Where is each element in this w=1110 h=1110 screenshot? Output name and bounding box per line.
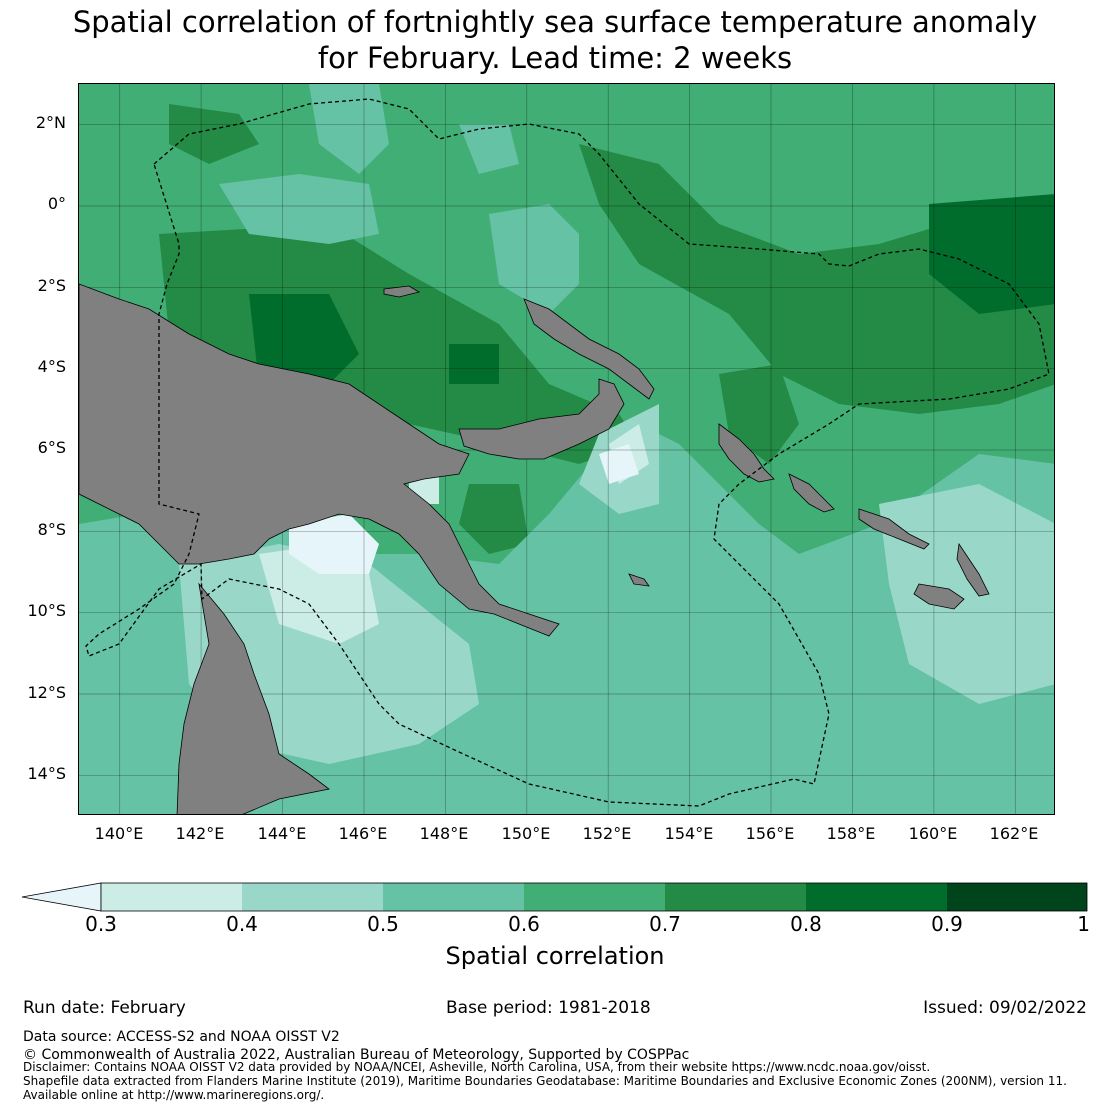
colorbar-bin-0-7: [665, 883, 806, 911]
chart-title: Spatial correlation of fortnightly sea s…: [0, 4, 1110, 76]
ytick-14s: 14°S: [27, 764, 66, 783]
colorbar-outline: [100, 882, 1088, 912]
ytick-10s: 10°S: [27, 601, 66, 620]
land-new-britain: [458, 378, 625, 460]
cbar-tick-0-6: 0.6: [508, 912, 540, 936]
title-line-2: for February. Lead time: 2 weeks: [317, 41, 793, 75]
copyright: © Commonwealth of Australia 2022, Austra…: [23, 1047, 690, 1063]
cbar-tick-0-9: 0.9: [931, 912, 963, 936]
colorbar: [21, 882, 1088, 912]
map-canvas: [79, 84, 1054, 814]
disclaimer: Disclaimer: Contains NOAA OISST V2 data …: [23, 1060, 931, 1074]
eez-png: [85, 98, 1050, 807]
xtick-152e: 152°E: [582, 824, 632, 843]
land-solomons-2: [858, 508, 930, 550]
land: [79, 283, 990, 814]
colorbar-bin-0-5: [383, 883, 524, 911]
availability: Available online at http://www.marinereg…: [23, 1088, 325, 1102]
colorbar-bin-0-6: [524, 883, 665, 911]
field-under: [289, 444, 639, 574]
base-period: Base period: 1981-2018: [446, 998, 651, 1018]
cbar-tick-0-8: 0.8: [790, 912, 822, 936]
xtick-140e: 140°E: [94, 824, 144, 843]
land-solomons-3: [956, 542, 990, 597]
eez-boundaries: [85, 98, 1050, 807]
ytick-0: 0°: [47, 194, 66, 213]
land-cape-york: [176, 582, 330, 814]
colorbar-bin-0-3: [101, 883, 242, 911]
ytick-4s: 4°S: [37, 357, 66, 376]
cbar-tick-0-5: 0.5: [367, 912, 399, 936]
ytick-12s: 12°S: [27, 683, 66, 702]
correlation-map: [78, 83, 1055, 815]
xtick-160e: 160°E: [908, 824, 958, 843]
land-guadalcanal: [913, 583, 965, 610]
land-manus: [383, 285, 421, 298]
land-solomons-1: [788, 473, 835, 513]
colorbar-bin-0-8: [806, 883, 947, 911]
colorbar-under-arrow: [21, 882, 102, 912]
land-louisiade: [628, 573, 650, 587]
cbar-tick-0-3: 0.3: [85, 912, 117, 936]
xtick-146e: 146°E: [338, 824, 388, 843]
shapefile-credit: Shapefile data extracted from Flanders M…: [23, 1074, 1067, 1088]
land-new-ireland: [523, 298, 655, 400]
xtick-156e: 156°E: [745, 824, 795, 843]
land-new-guinea: [79, 283, 560, 637]
colorbar-bin-0-9: [947, 883, 1087, 911]
colorbar-title: Spatial correlation: [445, 942, 665, 970]
xtick-148e: 148°E: [419, 824, 469, 843]
colorbar-bin-0-4: [242, 883, 383, 911]
ytick-8s: 8°S: [37, 520, 66, 539]
title-line-1: Spatial correlation of fortnightly sea s…: [72, 5, 1038, 39]
xtick-162e: 162°E: [989, 824, 1039, 843]
ytick-6s: 6°S: [37, 438, 66, 457]
run-date: Run date: February: [23, 998, 186, 1018]
cbar-tick-1: 1: [1077, 912, 1090, 936]
cbar-tick-0-4: 0.4: [226, 912, 258, 936]
xtick-144e: 144°E: [257, 824, 307, 843]
xtick-150e: 150°E: [501, 824, 551, 843]
issued-date: Issued: 09/02/2022: [923, 998, 1087, 1018]
xtick-154e: 154°E: [664, 824, 714, 843]
xtick-158e: 158°E: [826, 824, 876, 843]
ytick-2n: 2°N: [35, 113, 66, 132]
xtick-142e: 142°E: [175, 824, 225, 843]
cbar-tick-0-7: 0.7: [649, 912, 681, 936]
data-source: Data source: ACCESS-S2 and NOAA OISST V2: [23, 1029, 340, 1045]
ytick-2s: 2°S: [37, 276, 66, 295]
